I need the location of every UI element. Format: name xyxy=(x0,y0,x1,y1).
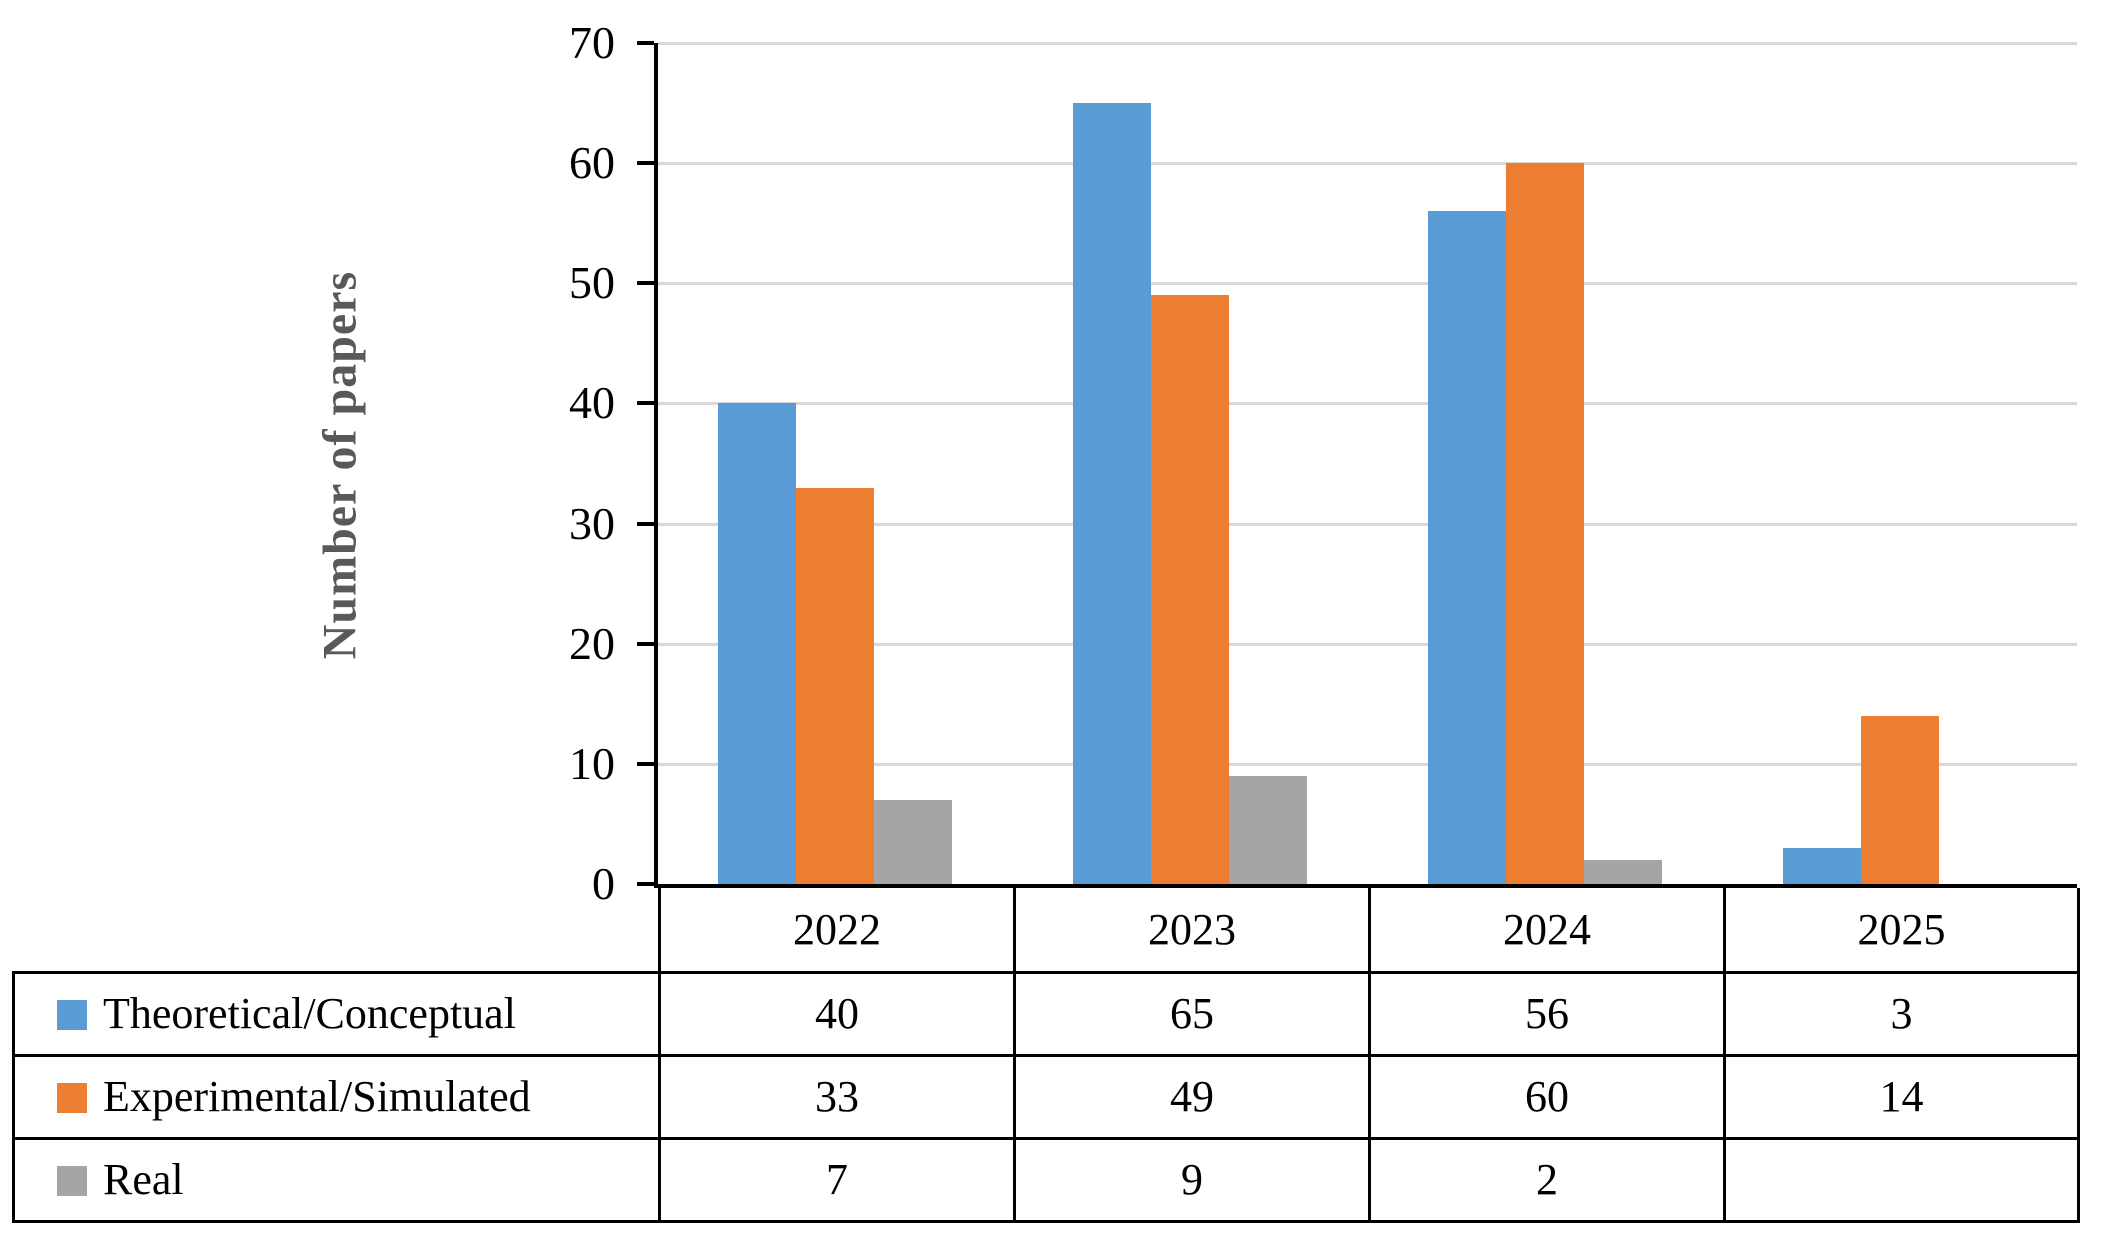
table-value-2024: 2 xyxy=(1368,1136,1726,1223)
bar-experimental-simulated-2025 xyxy=(1860,715,1939,884)
y-tick-30 xyxy=(637,521,654,526)
y-tick-50 xyxy=(637,281,654,286)
bars-layer xyxy=(658,43,2077,884)
legend-series-name: Real xyxy=(103,1155,184,1204)
y-tick-0 xyxy=(637,882,654,886)
table-year-header-2022: 2022 xyxy=(658,888,1016,974)
bar-real-2023 xyxy=(1229,775,1308,884)
table-legend-cell-real: Real xyxy=(12,1136,661,1223)
bar-real-2022 xyxy=(874,799,953,884)
y-tick-label-70: 70 xyxy=(569,17,615,68)
table-legend-cell-experimental-simulated: Experimental/Simulated xyxy=(12,1053,661,1140)
legend-series-name: Theoretical/Conceptual xyxy=(103,989,516,1038)
y-tick-label-0: 0 xyxy=(592,858,615,909)
y-tick-label-20: 20 xyxy=(569,617,615,669)
y-tick-label-60: 60 xyxy=(569,137,615,189)
table-value-2025 xyxy=(1723,1136,2080,1223)
y-tick-label-10: 10 xyxy=(569,737,615,789)
bar-group-2023 xyxy=(1013,43,1368,884)
plot-area xyxy=(637,41,2077,888)
y-axis-title: Number of papers xyxy=(313,270,367,660)
table-value-2023: 49 xyxy=(1013,1053,1371,1140)
y-tick-70 xyxy=(637,41,654,45)
table-value-2024: 56 xyxy=(1368,970,1726,1057)
table-value-2022: 7 xyxy=(658,1136,1016,1223)
table-value-2025: 3 xyxy=(1723,970,2080,1057)
table-year-header-2025: 2025 xyxy=(1723,888,2080,974)
legend-swatch-icon xyxy=(57,1000,87,1030)
bar-group-2022 xyxy=(658,43,1013,884)
table-value-2025: 14 xyxy=(1723,1053,2080,1140)
bar-theoretical-conceptual-2022 xyxy=(718,403,797,884)
bar-experimental-simulated-2023 xyxy=(1151,295,1230,884)
y-tick-60 xyxy=(637,161,654,166)
y-tick-40 xyxy=(637,401,654,406)
y-tick-20 xyxy=(637,641,654,646)
table-value-2022: 33 xyxy=(658,1053,1016,1140)
y-tick-label-30: 30 xyxy=(569,497,615,549)
bar-experimental-simulated-2022 xyxy=(796,487,875,884)
table-year-header-2024: 2024 xyxy=(1368,888,1726,974)
y-axis-tick-labels: 0 10 20 30 40 50 60 70 xyxy=(480,17,615,909)
bar-theoretical-conceptual-2023 xyxy=(1073,103,1152,884)
bar-real-2024 xyxy=(1583,859,1662,884)
table-value-2024: 60 xyxy=(1368,1053,1726,1140)
legend-swatch-icon xyxy=(57,1166,87,1196)
legend-series-name: Experimental/Simulated xyxy=(103,1072,531,1121)
bar-group-2024 xyxy=(1368,43,1723,884)
table-legend-cell-theoretical-conceptual: Theoretical/Conceptual xyxy=(12,970,661,1057)
bar-group-2025 xyxy=(1722,43,2077,884)
legend-swatch-icon xyxy=(57,1083,87,1113)
bar-experimental-simulated-2024 xyxy=(1505,163,1584,884)
table-value-2023: 9 xyxy=(1013,1136,1371,1223)
table-value-2023: 65 xyxy=(1013,970,1371,1057)
y-tick-10 xyxy=(637,761,654,766)
table-value-2022: 40 xyxy=(658,970,1016,1057)
bar-theoretical-conceptual-2024 xyxy=(1427,211,1506,884)
y-tick-label-50: 50 xyxy=(569,257,615,309)
table-blank-cell xyxy=(14,888,660,972)
data-table-body: 2022 2023 2024 2025 Theoretical/Conceptual 40… xyxy=(12,888,2080,1223)
table-year-header-2023: 2023 xyxy=(1013,888,1371,974)
y-tick-label-40: 40 xyxy=(569,377,615,429)
data-table: 2022 2023 2024 2025 Theoretical/Conceptual 40… xyxy=(12,888,2080,1223)
bar-theoretical-conceptual-2025 xyxy=(1782,847,1861,884)
